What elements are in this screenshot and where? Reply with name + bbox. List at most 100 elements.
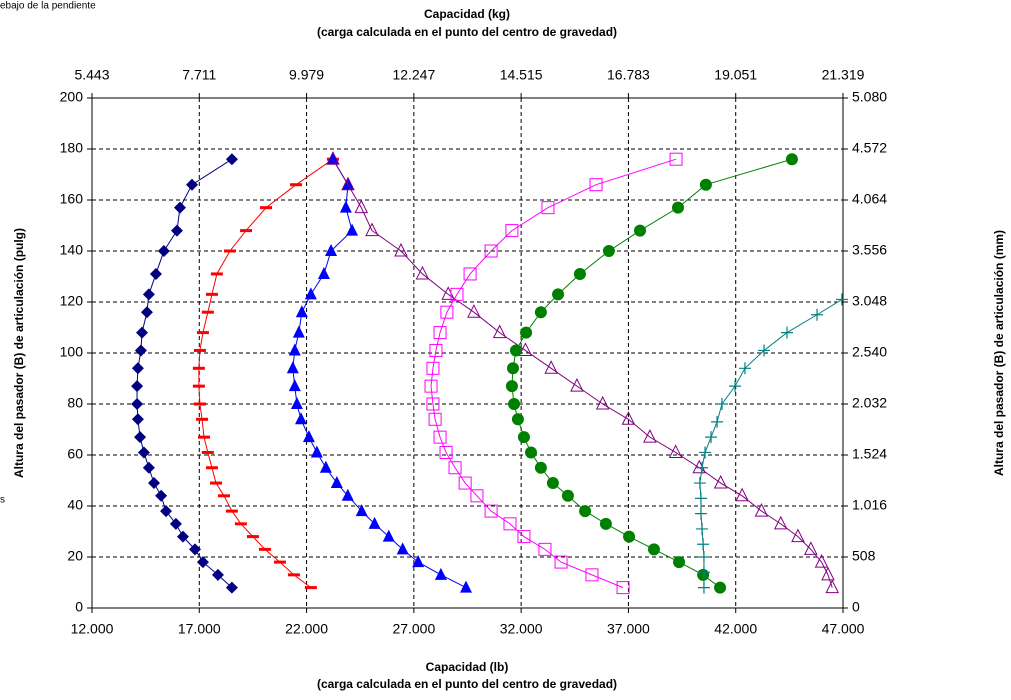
y2-tick-label: 2.032: [852, 395, 887, 411]
point: [696, 522, 709, 535]
point: [287, 573, 300, 577]
y-tick-label: 160: [60, 191, 84, 207]
point: [773, 515, 788, 530]
x-tick-label: 12.000: [71, 621, 114, 637]
point: [492, 324, 507, 339]
point: [825, 579, 840, 594]
point: [821, 566, 835, 581]
point: [295, 305, 308, 318]
point: [149, 267, 162, 280]
point: [634, 224, 647, 237]
x-tick-label: 17.000: [178, 621, 221, 637]
point: [169, 517, 182, 530]
x2-tick-label: 9.979: [289, 67, 324, 83]
point: [326, 152, 339, 165]
y2-tick-label: 1.524: [852, 446, 887, 462]
point: [440, 305, 454, 319]
x2-tick-label: 12.247: [392, 67, 435, 83]
y-tick-label: 180: [60, 140, 84, 156]
point: [467, 304, 481, 318]
point: [211, 568, 224, 581]
point: [705, 431, 718, 444]
y-tick-label: 120: [60, 293, 84, 309]
point: [170, 224, 183, 237]
point: [210, 481, 223, 485]
point: [346, 223, 359, 236]
point: [433, 326, 447, 340]
point: [506, 362, 519, 375]
point: [258, 547, 271, 551]
point: [210, 272, 223, 276]
y-axis-title: Altura del pasador (B) de articulación (…: [12, 228, 26, 478]
point: [673, 556, 686, 569]
y2-tick-label: 1.016: [852, 497, 887, 513]
point: [525, 446, 538, 459]
point: [696, 461, 709, 474]
point: [579, 505, 592, 518]
point: [595, 395, 610, 410]
point: [223, 249, 236, 253]
point: [693, 477, 706, 490]
point: [412, 555, 425, 568]
point: [518, 342, 533, 356]
point: [341, 488, 354, 501]
point: [811, 308, 824, 321]
point: [715, 398, 728, 410]
point: [140, 306, 153, 319]
point: [669, 152, 683, 166]
point: [173, 201, 186, 214]
point: [426, 397, 440, 411]
point: [196, 417, 209, 421]
point: [246, 535, 259, 539]
point: [317, 266, 330, 279]
y-tick-label: 0: [75, 599, 83, 615]
point: [288, 343, 301, 356]
y-tick-label: 100: [60, 344, 84, 360]
point: [135, 326, 148, 339]
point: [541, 201, 555, 215]
top-axis-title: Capacidad (kg): [424, 7, 510, 21]
point: [697, 551, 710, 563]
point: [131, 398, 144, 410]
point: [554, 555, 568, 569]
point: [538, 542, 552, 556]
point: [225, 153, 238, 166]
point: [234, 522, 247, 526]
point: [814, 553, 829, 568]
x-tick-label: 32.000: [500, 621, 543, 637]
point: [433, 430, 447, 444]
plot-border: [91, 97, 844, 609]
x-tick-label: 22.000: [285, 621, 328, 637]
point: [198, 435, 211, 439]
y2-tick-label: 4.572: [852, 140, 887, 156]
point: [354, 199, 369, 214]
point: [415, 265, 430, 280]
point: [288, 379, 301, 392]
point: [290, 397, 303, 409]
y2-axis-title: Altura del pasador (B) de articulación (…: [992, 230, 1006, 476]
point: [185, 178, 198, 191]
x2-tick-label: 7.711: [182, 67, 216, 83]
point: [835, 293, 848, 306]
top-axis-subtitle: (carga calculada en el punto del centro …: [317, 25, 617, 39]
point: [623, 530, 636, 543]
point: [509, 344, 522, 357]
point: [621, 411, 636, 425]
point: [292, 325, 305, 338]
series-line: [292, 158, 467, 589]
point: [694, 507, 707, 520]
point: [304, 287, 317, 300]
point: [668, 444, 683, 458]
point: [319, 460, 332, 473]
point: [697, 581, 710, 594]
point: [286, 361, 299, 374]
point: [273, 560, 286, 564]
point: [520, 326, 533, 339]
point: [160, 505, 173, 518]
point: [459, 580, 472, 593]
point: [791, 528, 805, 543]
point: [517, 530, 531, 544]
point: [193, 348, 206, 352]
x2-tick-label: 19.051: [714, 67, 757, 83]
